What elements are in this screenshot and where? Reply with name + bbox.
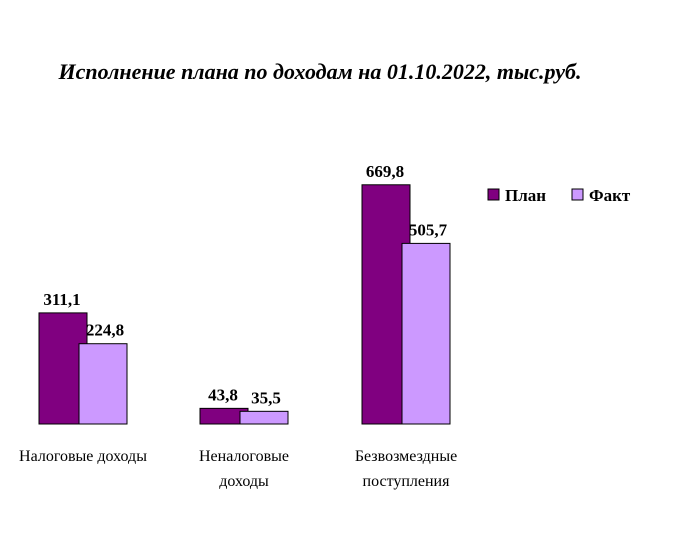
legend-label-fact: Факт: [589, 186, 631, 205]
legend-swatch-plan: [487, 188, 500, 201]
data-label-plan-0: 311,1: [43, 290, 80, 309]
data-label-plan-1: 43,8: [208, 385, 238, 404]
data-label-fact-2: 505,7: [409, 220, 448, 239]
legend: План Факт: [487, 186, 631, 205]
data-label-plan-2: 669,8: [366, 162, 404, 181]
category-label-2-0: Безвозмездные: [355, 448, 457, 465]
category-label-1-1: доходы: [219, 473, 269, 490]
legend-label-plan: План: [505, 186, 546, 205]
category-label-2-1: поступления: [363, 473, 451, 490]
chart-title: Исполнение плана по доходам на 01.10.202…: [58, 59, 582, 84]
category-label-1-0: Неналоговые: [199, 448, 289, 465]
plot-area: 311,1 224,8 Налоговые доходы 43,8 35,5 Ненало…: [19, 162, 457, 490]
data-label-fact-1: 35,5: [251, 388, 281, 407]
bar-fact-1: [239, 410, 289, 425]
category-label-0-0: Налоговые доходы: [19, 448, 147, 465]
bar-fact-0: [78, 343, 128, 425]
legend-swatch-fact: [571, 188, 584, 201]
data-label-fact-0: 224,8: [86, 321, 124, 340]
bar-fact-2: [401, 242, 451, 425]
